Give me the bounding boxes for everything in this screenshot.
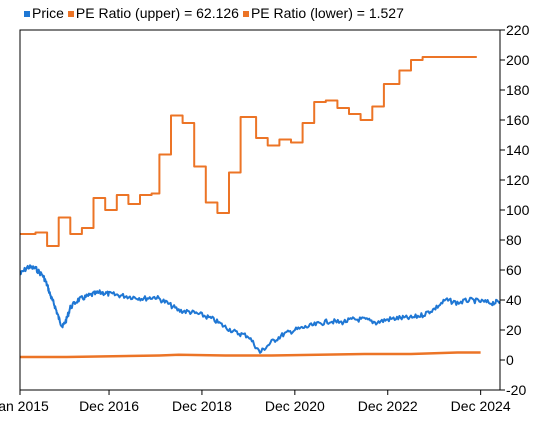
y-tick-label: 120 bbox=[506, 172, 530, 188]
x-tick-label: Dec 2022 bbox=[358, 398, 418, 414]
y-tick-label: -20 bbox=[506, 382, 526, 398]
axes-layer: -20 0 20 40 60 80 100 120 140 160 180 200 220 Jan 201… bbox=[0, 22, 530, 414]
y-tick-label: 40 bbox=[506, 292, 522, 308]
y-tick-label: 20 bbox=[506, 322, 522, 338]
y-tick-label: 140 bbox=[506, 142, 530, 158]
series-line-1 bbox=[20, 56, 477, 247]
series-layer bbox=[19, 56, 501, 359]
price-swatch-icon bbox=[24, 11, 30, 17]
series-line-0 bbox=[19, 264, 501, 354]
x-tick-label: Dec 2018 bbox=[172, 398, 232, 414]
legend-item-pe-lower[interactable]: PE Ratio (lower) = 1.527 bbox=[242, 5, 404, 21]
pe-upper-swatch-icon bbox=[67, 11, 74, 17]
x-tick-label: Jan 2015 bbox=[0, 398, 49, 414]
y-tick-label: 160 bbox=[506, 112, 530, 128]
y-tick-label: 100 bbox=[506, 202, 530, 218]
legend-label-pe-upper: PE Ratio (upper) = 62.126 bbox=[75, 5, 239, 21]
legend: Price PE Ratio (upper) = 62.126 PE Ratio… bbox=[24, 5, 406, 21]
y-tick-label: 180 bbox=[506, 82, 530, 98]
y-tick-label: 60 bbox=[506, 262, 522, 278]
y-tick-label: 220 bbox=[506, 22, 530, 38]
legend-label-price: Price bbox=[32, 5, 64, 21]
x-tick-label: Dec 2016 bbox=[79, 398, 139, 414]
y-tick-label: 80 bbox=[506, 232, 522, 248]
plot-frame bbox=[19, 29, 501, 391]
legend-item-pe-upper[interactable]: PE Ratio (upper) = 62.126 bbox=[67, 5, 239, 21]
x-tick-label: Dec 2024 bbox=[451, 398, 511, 414]
series-line-2 bbox=[20, 351, 481, 359]
y-tick-label: 0 bbox=[506, 352, 514, 368]
legend-label-pe-lower: PE Ratio (lower) = 1.527 bbox=[250, 5, 404, 21]
legend-item-price[interactable]: Price bbox=[24, 5, 64, 21]
pe-lower-swatch-icon bbox=[242, 11, 249, 17]
x-tick-label: Dec 2020 bbox=[265, 398, 325, 414]
y-tick-label: 200 bbox=[506, 52, 530, 68]
